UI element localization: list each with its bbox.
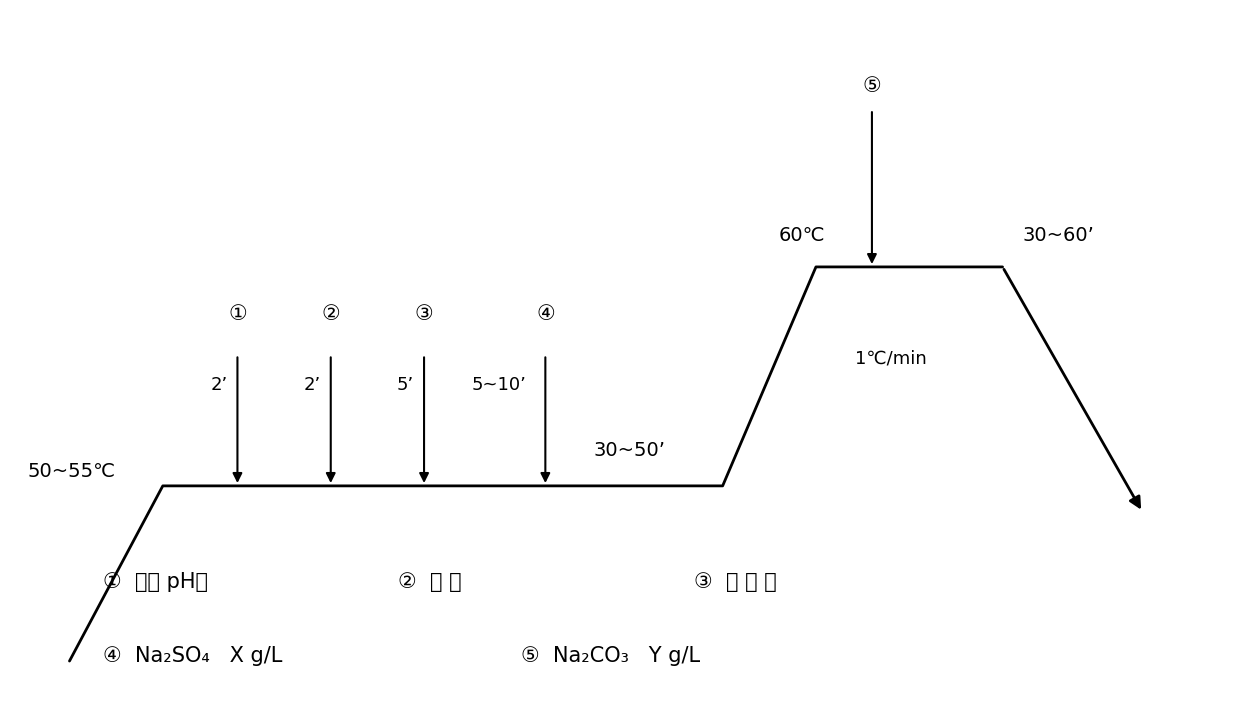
- Text: 1℃/min: 1℃/min: [854, 350, 926, 368]
- Text: 2’: 2’: [210, 376, 227, 394]
- Text: ③  加 染 料: ③ 加 染 料: [694, 572, 776, 592]
- Text: ④: ④: [536, 304, 554, 324]
- Text: 60℃: 60℃: [779, 226, 825, 245]
- Text: ⑤: ⑤: [863, 76, 882, 96]
- Text: ①  测试 pH值: ① 测试 pH值: [103, 572, 207, 592]
- Text: 5’: 5’: [397, 376, 414, 394]
- Text: ⑤  Na₂CO₃   Y g/L: ⑤ Na₂CO₃ Y g/L: [522, 646, 701, 666]
- Text: ④  Na₂SO₄   X g/L: ④ Na₂SO₄ X g/L: [103, 646, 281, 666]
- Text: 30~50’: 30~50’: [593, 440, 666, 459]
- Text: 50~55℃: 50~55℃: [27, 462, 115, 481]
- Text: 30~60’: 30~60’: [1023, 226, 1095, 245]
- Text: 5~10’: 5~10’: [471, 376, 526, 394]
- Text: ②: ②: [321, 304, 340, 324]
- Text: 2’: 2’: [304, 376, 321, 394]
- Text: ①: ①: [228, 304, 247, 324]
- Text: ③: ③: [414, 304, 434, 324]
- Text: ②  加 酶: ② 加 酶: [398, 572, 463, 592]
